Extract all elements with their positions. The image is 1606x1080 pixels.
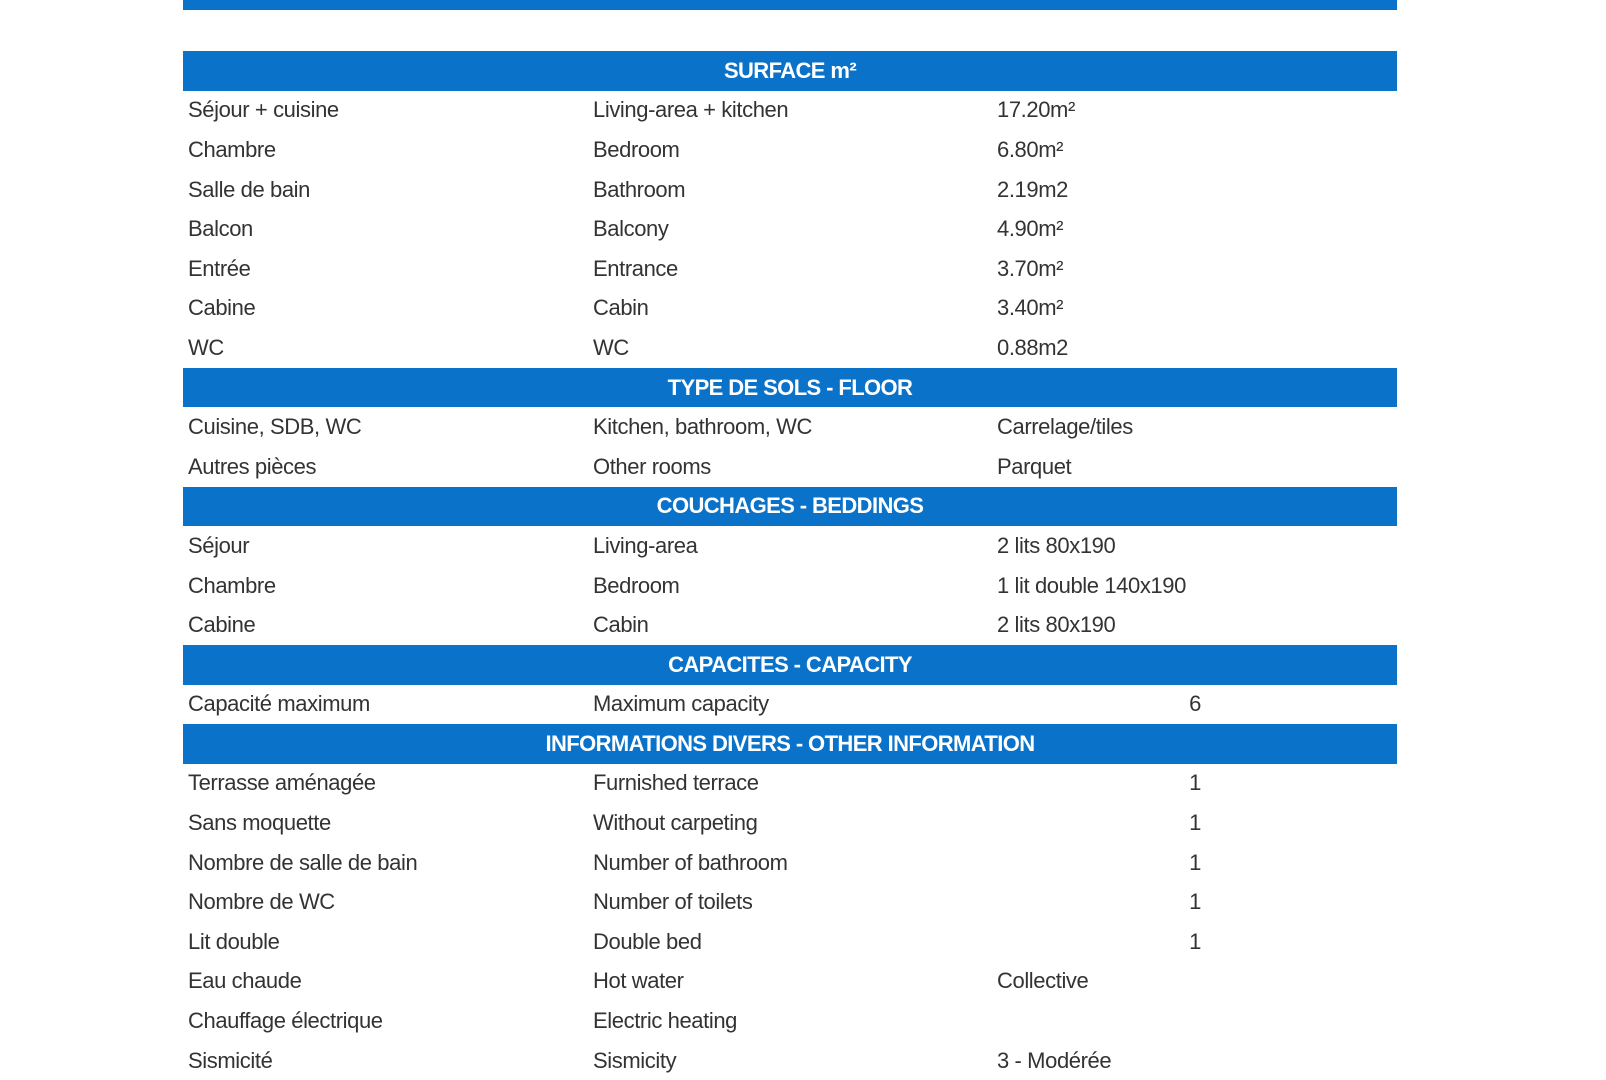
table-row: Sans moquette Without carpeting 1	[183, 803, 1397, 843]
label-en: Double bed	[593, 928, 702, 954]
label-fr: Cabine	[188, 295, 256, 321]
value: 6.80m²	[997, 136, 1064, 162]
table-row: Autres pièces Other rooms Parquet	[183, 447, 1397, 487]
label-en: Kitchen, bathroom, WC	[593, 414, 813, 440]
label-en: Bedroom	[593, 572, 680, 598]
label-en: Hot water	[593, 968, 684, 994]
value: Carrelage/tiles	[997, 414, 1133, 440]
label-en: WC	[593, 334, 629, 360]
label-en: Living-area	[593, 532, 698, 558]
table-row: Nombre de WC Number of toilets 1	[183, 882, 1397, 922]
value: 2 lits 80x190	[997, 612, 1116, 638]
label-fr: Salle de bain	[188, 176, 311, 202]
value: 3 - Modérée	[997, 1047, 1112, 1073]
label-fr: Capacité maximum	[188, 691, 370, 717]
count: 1	[1189, 810, 1201, 836]
label-en: Sismicity	[593, 1047, 677, 1073]
count: 6	[1189, 691, 1201, 717]
table-row: Entrée Entrance 3.70m²	[183, 249, 1397, 289]
label-en: Living-area + kitchen	[593, 97, 789, 123]
label-en: Number of bathroom	[593, 849, 788, 875]
label-fr: Cuisine, SDB, WC	[188, 414, 362, 440]
label-en: Furnished terrace	[593, 770, 759, 796]
value: 3.40m²	[997, 295, 1064, 321]
label-fr: Entrée	[188, 255, 251, 281]
section-header: CAPACITES - CAPACITY	[183, 644, 1397, 685]
label-fr: Séjour	[188, 532, 250, 558]
value: Parquet	[997, 453, 1072, 479]
table-row: Cabine Cabin 3.40m²	[183, 289, 1397, 329]
label-fr: Chambre	[188, 136, 276, 162]
label-en: Without carpeting	[593, 810, 758, 836]
label-fr: Cabine	[188, 612, 256, 638]
table-row: Cuisine, SDB, WC Kitchen, bathroom, WC Car…	[183, 407, 1397, 447]
label-fr: Sans moquette	[188, 810, 331, 836]
table-row: WC WC 0.88m2	[183, 328, 1397, 368]
label-en: Cabin	[593, 295, 649, 321]
table-row: Terrasse aménagée Furnished terrace 1	[183, 764, 1397, 804]
value: 2 lits 80x190	[997, 532, 1116, 558]
label-fr: Lit double	[188, 928, 280, 954]
table-row: Cabine Cabin 2 lits 80x190	[183, 605, 1397, 645]
label-fr: Terrasse aménagée	[188, 770, 376, 796]
table-row: Balcon Balcony 4.90m²	[183, 209, 1397, 249]
label-en: Bedroom	[593, 136, 680, 162]
table-row: Nombre de salle de bain Number of bathroo…	[183, 843, 1397, 883]
value: 0.88m2	[997, 334, 1068, 360]
label-fr: WC	[188, 334, 224, 360]
label-en: Maximum capacity	[593, 691, 769, 717]
table-row: Chauffage électrique Electric heating	[183, 1001, 1397, 1041]
table-row: Chambre Bedroom 6.80m²	[183, 130, 1397, 170]
label-fr: Sismicité	[188, 1047, 273, 1073]
table-row: Lit double Double bed 1	[183, 922, 1397, 962]
label-en: Entrance	[593, 255, 678, 281]
value: Collective	[997, 968, 1089, 994]
table-row: Sismicité Sismicity 3 - Modérée	[183, 1041, 1397, 1080]
value: 3.70m²	[997, 255, 1064, 281]
property-info-table: SURFACE m² Séjour + cuisine Living-area + …	[183, 51, 1397, 1080]
value: 1 lit double 140x190	[997, 572, 1186, 598]
count: 1	[1189, 889, 1201, 915]
label-en: Cabin	[593, 612, 649, 638]
value: 17.20m²	[997, 97, 1075, 123]
table-row: Séjour + cuisine Living-area + kitchen 17.…	[183, 91, 1397, 131]
label-fr: Eau chaude	[188, 968, 302, 994]
label-fr: Séjour + cuisine	[188, 97, 339, 123]
count: 1	[1189, 770, 1201, 796]
label-en: Balcony	[593, 216, 669, 242]
label-fr: Chambre	[188, 572, 276, 598]
label-fr: Autres pièces	[188, 453, 317, 479]
table-row: Salle de bain Bathroom 2.19m2	[183, 170, 1397, 210]
table-row: Eau chaude Hot water Collective	[183, 962, 1397, 1002]
table-row: Capacité maximum Maximum capacity 6	[183, 685, 1397, 725]
table-row: Séjour Living-area 2 lits 80x190	[183, 526, 1397, 566]
label-fr: Chauffage électrique	[188, 1008, 383, 1034]
count: 1	[1189, 928, 1201, 954]
top-bar	[183, 0, 1397, 10]
label-fr: Balcon	[188, 216, 253, 242]
label-en: Electric heating	[593, 1008, 738, 1034]
label-fr: Nombre de WC	[188, 889, 335, 915]
section-header: SURFACE m²	[183, 51, 1397, 91]
count: 1	[1189, 849, 1201, 875]
label-fr: Nombre de salle de bain	[188, 849, 418, 875]
section-header: TYPE DE SOLS - FLOOR	[183, 367, 1397, 408]
label-en: Number of toilets	[593, 889, 753, 915]
table-row: Chambre Bedroom 1 lit double 140x190	[183, 566, 1397, 606]
label-en: Other rooms	[593, 453, 711, 479]
value: 2.19m2	[997, 176, 1068, 202]
value: 4.90m²	[997, 216, 1064, 242]
section-header: COUCHAGES - BEDDINGS	[183, 486, 1397, 527]
label-en: Bathroom	[593, 176, 686, 202]
section-header: INFORMATIONS DIVERS - OTHER INFORMATION	[183, 724, 1397, 764]
